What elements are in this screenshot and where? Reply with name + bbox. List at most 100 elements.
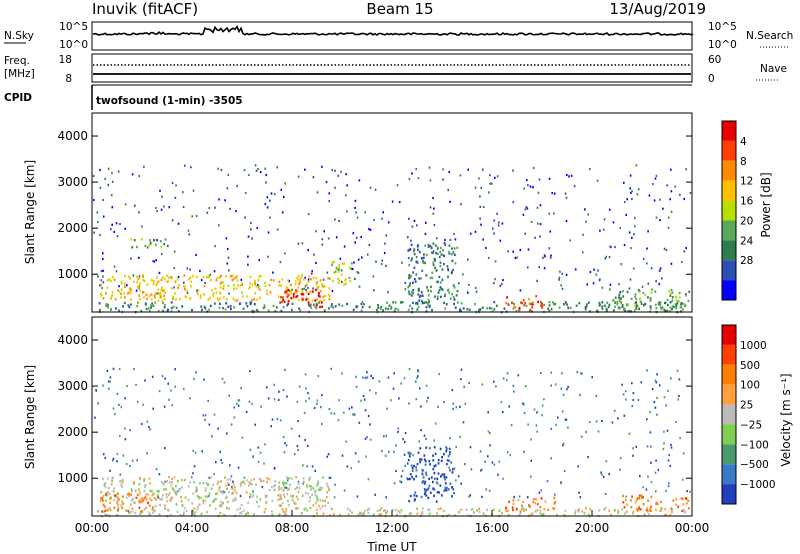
speckle-point: [272, 271, 274, 274]
speckle-point: [183, 387, 185, 390]
echo-cell: [155, 276, 158, 279]
echo-cell: [138, 499, 141, 502]
echo-cell: [345, 277, 347, 281]
speckle-point: [190, 166, 192, 169]
echo-cell: [104, 513, 107, 516]
echo-cell: [237, 284, 239, 287]
echo-cell: [433, 488, 436, 491]
echo-cell: [123, 301, 126, 305]
speckle-point: [629, 278, 632, 281]
echo-cell: [368, 305, 371, 309]
echo-cell: [307, 301, 310, 304]
speckle-point: [513, 390, 515, 393]
echo-cell: [109, 497, 111, 500]
echo-cell: [288, 487, 291, 490]
nave-bottom-tick: 0: [708, 73, 715, 85]
speckle-point: [605, 460, 608, 463]
speckle-point: [196, 289, 198, 292]
echo-cell: [634, 501, 637, 504]
echo-cell: [638, 506, 640, 509]
speckle-point: [459, 435, 461, 438]
speckle-point: [597, 430, 600, 433]
echo-cell: [139, 289, 141, 292]
echo-cell: [149, 239, 151, 242]
speckle-point: [403, 453, 406, 456]
echo-cell: [307, 303, 310, 307]
speckle-point: [310, 272, 313, 275]
speckle-point: [304, 438, 306, 442]
echo-cell: [297, 482, 300, 485]
echo-cell: [219, 292, 222, 295]
echo-cell: [585, 506, 587, 510]
echo-cell: [446, 265, 449, 268]
echo-cell: [263, 510, 266, 514]
speckle-point: [325, 181, 328, 184]
echo-cell: [415, 273, 418, 276]
echo-cell: [343, 283, 346, 286]
speckle-point: [491, 461, 494, 464]
echo-cell: [522, 507, 525, 510]
echo-cell: [122, 305, 124, 308]
speckle-point: [449, 200, 451, 203]
echo-cell: [321, 282, 324, 286]
echo-cell: [326, 495, 328, 499]
speckle-point: [186, 291, 189, 295]
power-colorbar-label: Power [dB]: [759, 172, 773, 237]
echo-cell: [248, 481, 251, 484]
speckle-point: [130, 257, 132, 260]
echo-cell: [622, 289, 624, 293]
echo-cell: [323, 284, 326, 288]
echo-cell: [298, 279, 301, 282]
speckle-point: [489, 182, 491, 185]
echo-cell: [109, 501, 111, 505]
echo-cell: [206, 483, 209, 487]
speckle-point: [510, 424, 513, 427]
speckle-point: [106, 369, 109, 372]
echo-cell: [286, 499, 289, 502]
colorbar-tick-label: 12: [740, 176, 753, 188]
echo-cell: [318, 292, 320, 295]
y-tick-label: 1000: [57, 267, 88, 281]
echo-cell: [202, 502, 205, 505]
echo-cell: [515, 507, 518, 510]
speckle-point: [235, 210, 237, 213]
echo-cell: [664, 301, 667, 305]
echo-cell: [300, 276, 302, 279]
echo-cell: [145, 293, 148, 296]
echo-cell: [456, 301, 459, 304]
echo-cell: [240, 504, 243, 507]
echo-cell: [144, 495, 147, 499]
echo-cell: [661, 507, 663, 511]
echo-cell: [285, 508, 288, 511]
speckle-point: [233, 416, 236, 419]
echo-cell: [424, 480, 427, 483]
echo-cell: [681, 497, 684, 501]
speckle-point: [285, 444, 288, 447]
speckle-point: [157, 496, 159, 499]
speckle-point: [395, 469, 397, 473]
speckle-point: [667, 226, 670, 229]
echo-cell: [675, 498, 678, 501]
speckle-point: [149, 428, 151, 431]
speckle-point: [601, 473, 603, 476]
echo-cell: [225, 484, 228, 487]
speckle-point: [305, 387, 307, 390]
echo-cell: [663, 514, 666, 517]
speckle-point: [237, 466, 240, 469]
echo-cell: [684, 510, 686, 514]
speckle-point: [124, 227, 126, 230]
speckle-point: [432, 212, 435, 215]
echo-cell: [215, 291, 218, 294]
speckle-point: [632, 267, 635, 270]
speckle-point: [193, 377, 195, 380]
nave-label: Nave: [760, 63, 787, 75]
echo-cell: [102, 297, 105, 300]
speckle-point: [604, 257, 607, 260]
speckle-point: [129, 429, 131, 432]
speckle-point: [541, 404, 544, 407]
echo-cell: [409, 304, 411, 307]
speckle-point: [417, 375, 419, 378]
echo-cell: [285, 286, 288, 289]
echo-cell: [660, 506, 663, 510]
echo-cell: [124, 285, 126, 288]
